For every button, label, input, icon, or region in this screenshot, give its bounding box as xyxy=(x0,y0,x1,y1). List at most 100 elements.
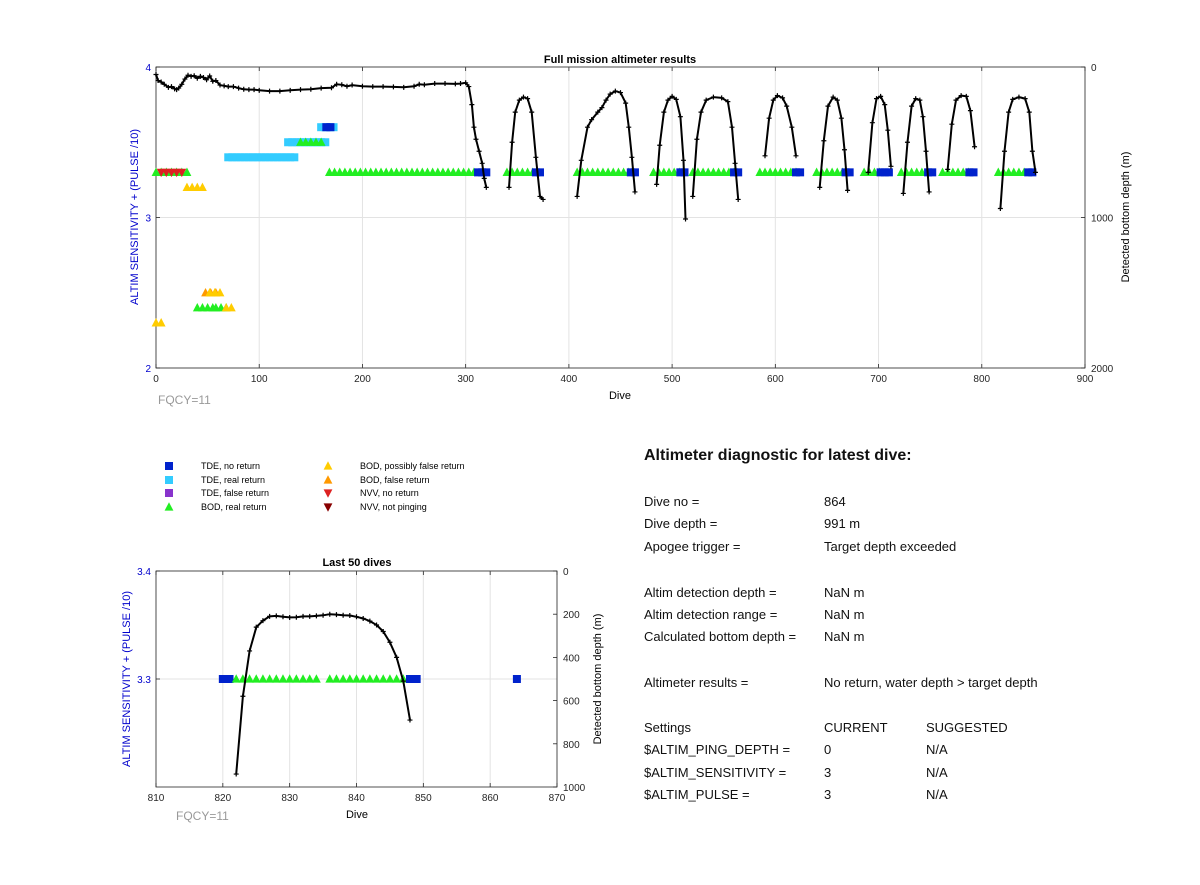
depth-point xyxy=(654,181,660,187)
depth-point xyxy=(719,95,725,101)
legend-item: NVV, no return xyxy=(360,488,419,498)
depth-point xyxy=(416,81,422,87)
setting-label-sensitivity: $ALTIM_SENSITIVITY = xyxy=(644,765,787,780)
depth-point xyxy=(926,189,932,195)
depth-point xyxy=(612,88,618,94)
setting-marker xyxy=(232,153,241,162)
depth-point xyxy=(293,614,299,620)
setting-marker xyxy=(332,674,341,683)
depth-point xyxy=(694,136,700,142)
depth-point xyxy=(885,127,891,133)
depth-point xyxy=(949,121,955,127)
diag-value-dive-depth: 991 m xyxy=(824,516,861,531)
diag-label-altim-detection-depth: Altim detection depth = xyxy=(644,585,777,600)
setting-marker xyxy=(385,674,395,683)
setting-marker xyxy=(244,153,253,162)
diag-label-calculated-bottom-depth: Calculated bottom depth = xyxy=(644,629,797,644)
legend-label: BOD, real return xyxy=(201,502,267,512)
setting-marker xyxy=(258,674,268,683)
depth-point xyxy=(703,97,709,103)
x-tick-label: 860 xyxy=(482,793,499,804)
x-tick-label: 820 xyxy=(214,793,231,804)
depth-point xyxy=(210,78,216,84)
depth-point xyxy=(923,148,929,154)
setting-marker xyxy=(676,168,685,177)
depth-point xyxy=(387,639,393,645)
depth-point xyxy=(673,96,679,102)
setting-marker xyxy=(273,153,282,162)
diag-label-dive-depth: Dive depth = xyxy=(644,516,718,531)
setting-marker xyxy=(1028,168,1037,177)
depth-point xyxy=(913,96,919,102)
setting-marker xyxy=(372,674,381,683)
depth-point xyxy=(298,87,304,93)
legend-marker-icon xyxy=(164,502,174,511)
depth-point xyxy=(909,103,915,109)
depth-point xyxy=(529,109,535,115)
depth-point xyxy=(225,84,231,90)
setting-marker xyxy=(884,168,893,177)
depth-point xyxy=(958,93,964,99)
depth-point xyxy=(421,82,427,88)
setting-marker xyxy=(352,674,361,683)
depth-point xyxy=(347,612,353,618)
depth-point xyxy=(318,85,324,91)
depth-point xyxy=(370,84,376,90)
depth-point xyxy=(665,97,671,103)
y-tick-label: 4 xyxy=(145,63,151,74)
depth-point xyxy=(599,105,605,111)
depth-point xyxy=(967,108,973,114)
setting-marker xyxy=(791,168,800,177)
depth-point xyxy=(774,93,780,99)
setting-suggested-sensitivity: N/A xyxy=(926,765,948,780)
chart-title: Full mission altimeter results xyxy=(544,54,696,66)
setting-current-ping-depth: 0 xyxy=(824,742,832,757)
depth-point xyxy=(540,196,546,202)
setting-marker xyxy=(231,674,241,683)
depth-point xyxy=(308,86,314,92)
depth-point xyxy=(661,109,667,115)
setting-marker xyxy=(292,138,301,147)
depth-point xyxy=(213,78,219,84)
setting-marker xyxy=(405,675,414,683)
legend-label: NVV, not pinging xyxy=(360,502,427,512)
depth-point xyxy=(307,613,313,619)
depth-point xyxy=(469,102,475,108)
y2-tick-label: 400 xyxy=(563,653,580,664)
legend-marker-icon xyxy=(165,489,173,497)
depth-point xyxy=(197,73,203,79)
setting-marker xyxy=(271,674,281,683)
legend-item: TDE, real return xyxy=(201,475,265,485)
legend-item: BOD, false return xyxy=(360,475,430,485)
depth-point xyxy=(287,614,293,620)
depth-point xyxy=(574,193,580,199)
depth-point xyxy=(735,196,741,202)
y2-tick-label: 200 xyxy=(563,610,580,621)
depth-point xyxy=(629,154,635,160)
setting-marker xyxy=(322,123,331,132)
depth-point xyxy=(1022,96,1028,102)
depth-point xyxy=(463,80,469,86)
setting-marker xyxy=(265,153,274,162)
setting-marker xyxy=(378,674,388,683)
depth-point xyxy=(260,618,266,624)
depth-point xyxy=(394,654,400,660)
x-tick-label: 840 xyxy=(348,793,365,804)
depth-point xyxy=(349,82,355,88)
depth-point xyxy=(1006,109,1012,115)
x-tick-label: 800 xyxy=(973,374,990,385)
depth-point xyxy=(626,124,632,130)
setting-marker xyxy=(269,153,278,162)
depth-point xyxy=(155,78,161,84)
setting-marker xyxy=(326,123,335,132)
diag-label-apogee-trigger: Apogee trigger = xyxy=(644,539,741,554)
depth-point xyxy=(920,114,926,120)
settings-header-suggested: SUGGESTED xyxy=(926,720,1008,735)
setting-label-pulse: $ALTIM_PULSE = xyxy=(644,787,750,802)
setting-marker xyxy=(845,168,854,177)
depth-point xyxy=(267,613,273,619)
y2-tick-label: 0 xyxy=(1091,63,1097,74)
depth-point xyxy=(1029,148,1035,154)
x-tick-label: 100 xyxy=(251,374,268,385)
depth-point xyxy=(161,81,167,87)
